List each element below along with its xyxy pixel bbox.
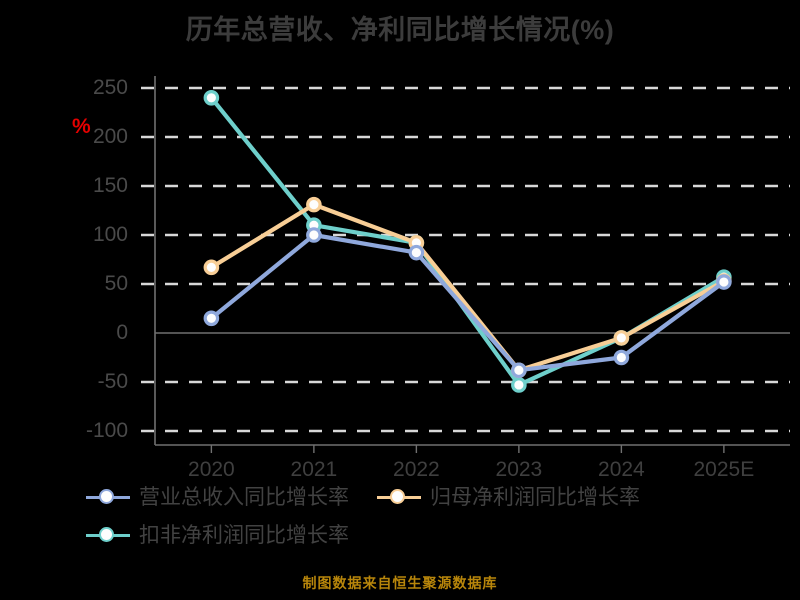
legend-marker-icon <box>86 524 130 546</box>
x-axis-tick-label: 2021 <box>290 458 338 481</box>
chart-title: 历年总营收、净利同比增长情况(%) <box>185 15 615 45</box>
x-axis-tick-label: 2022 <box>393 458 440 481</box>
y-axis-tick-label: 100 <box>92 223 128 246</box>
y-axis-tick-label: 250 <box>92 76 128 99</box>
legend-label: 扣非净利润同比增长率 <box>139 523 349 547</box>
y-axis-tick-label: -50 <box>97 370 128 393</box>
legend-row: 营业总收入同比增长率 归母净利润同比增长率 <box>86 478 786 516</box>
legend-label: 营业总收入同比增长率 <box>139 485 349 509</box>
legend-item-2[interactable]: 归母净利润同比增长率 <box>377 486 640 508</box>
footer-source-note: 制图数据来自恒生聚源数据库 <box>302 575 498 591</box>
legend-row: 扣非净利润同比增长率 <box>86 516 786 554</box>
x-axis-tick-label: 2024 <box>598 458 645 481</box>
chart-legend: 营业总收入同比增长率 归母净利润同比增长率扣非净利润同比增长率 <box>86 478 786 554</box>
legend-item-1[interactable]: 营业总收入同比增长率 <box>86 486 349 508</box>
x-axis-tick-label: 2020 <box>188 458 235 481</box>
y-axis-tick-label: -100 <box>85 419 128 442</box>
x-axis-tick-label: 2023 <box>495 458 543 481</box>
legend-marker-icon <box>377 486 421 508</box>
legend-item-3[interactable]: 扣非净利润同比增长率 <box>86 524 349 546</box>
y-axis-tick-label: 0 <box>116 321 128 344</box>
y-axis-tick-label: 150 <box>92 174 128 197</box>
legend-label: 归母净利润同比增长率 <box>430 485 640 509</box>
y-axis-tick-label: 200 <box>92 125 128 148</box>
legend-marker-icon <box>86 486 130 508</box>
x-axis-tick-label: 2025E <box>693 458 755 481</box>
y-axis-tick-label: 50 <box>104 272 128 295</box>
y-axis-unit-label: % <box>72 115 91 138</box>
plot-area <box>141 76 790 453</box>
